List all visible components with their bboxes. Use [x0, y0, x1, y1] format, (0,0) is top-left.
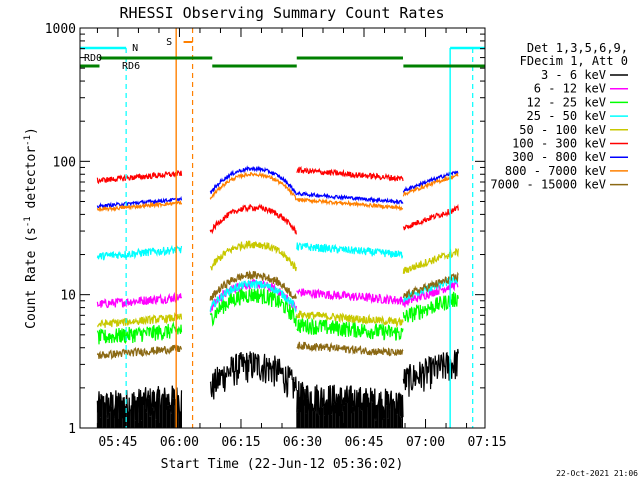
legend-label: 7000 - 15000 keV	[490, 178, 606, 192]
x-axis-label: Start Time (22-Jun-12 05:36:02)	[161, 457, 404, 472]
timestamp: 22-Oct-2021 21:06	[556, 469, 638, 478]
x-tick-label: 06:45	[344, 435, 383, 450]
x-tick-label: 06:30	[283, 435, 322, 450]
legend-label: 300 - 800 keV	[512, 150, 606, 164]
y-tick-label: 100	[53, 155, 76, 170]
x-tick-label: 06:15	[221, 435, 260, 450]
rd6-label: RD6	[122, 61, 140, 72]
legend-label: 12 - 25 keV	[527, 95, 606, 109]
x-tick-label: 07:15	[467, 435, 506, 450]
series-7000-15000-keV	[96, 270, 459, 361]
y-axis-label-sup: -1	[23, 216, 33, 227]
series-100-300-keV	[96, 165, 459, 235]
y-tick-label: 10	[60, 289, 76, 304]
axes-layer: 1 10 100 1000 05:45 06:00 06:15 06:30 06:45 07:00…	[45, 22, 507, 450]
y-axis-label-tail: detector	[24, 146, 39, 217]
legend: Det 1,3,5,6,9,FDecim 1, Att 03 - 6 keV6 …	[490, 41, 628, 192]
y-axis-label-sup2: -1	[23, 135, 33, 146]
x-tick-label: 07:00	[406, 435, 445, 450]
series-25-50-keV	[96, 242, 459, 313]
night-label: N	[132, 43, 138, 54]
legend-label: 25 - 50 keV	[527, 109, 606, 123]
series-50-100-keV	[96, 240, 459, 329]
plot-frame	[79, 27, 486, 429]
series-300-800-keV	[96, 165, 459, 210]
y-axis-label-main: Count Rate (s	[24, 227, 39, 329]
series-12-25-keV	[96, 287, 459, 345]
series-layer	[96, 165, 459, 428]
legend-label: 800 - 7000 keV	[505, 164, 606, 178]
series-800-7000-keV	[96, 171, 459, 213]
flags-layer: S N RD0 RD6	[80, 28, 485, 428]
legend-header: FDecim 1, Att 0	[520, 54, 628, 68]
saa-label: S	[166, 37, 172, 48]
legend-label: 100 - 300 keV	[512, 137, 606, 151]
y-tick-label: 1	[68, 422, 76, 437]
legend-label: 6 - 12 keV	[534, 82, 606, 96]
legend-label: 50 - 100 keV	[519, 123, 606, 137]
x-tick-label: 06:00	[160, 435, 199, 450]
y-axis-label-end: )	[24, 127, 39, 135]
y-tick-label: 1000	[45, 22, 76, 37]
series-3-6-keV	[96, 348, 459, 422]
rd0-label: RD0	[84, 53, 102, 64]
x-tick-label: 05:45	[98, 435, 137, 450]
y-axis-label: Count Rate (s-1 detector-1)	[23, 127, 39, 329]
legend-label: 3 - 6 keV	[541, 68, 606, 82]
chart-title: RHESSI Observing Summary Count Rates	[119, 4, 444, 22]
legend-header: Det 1,3,5,6,9,	[527, 41, 628, 55]
